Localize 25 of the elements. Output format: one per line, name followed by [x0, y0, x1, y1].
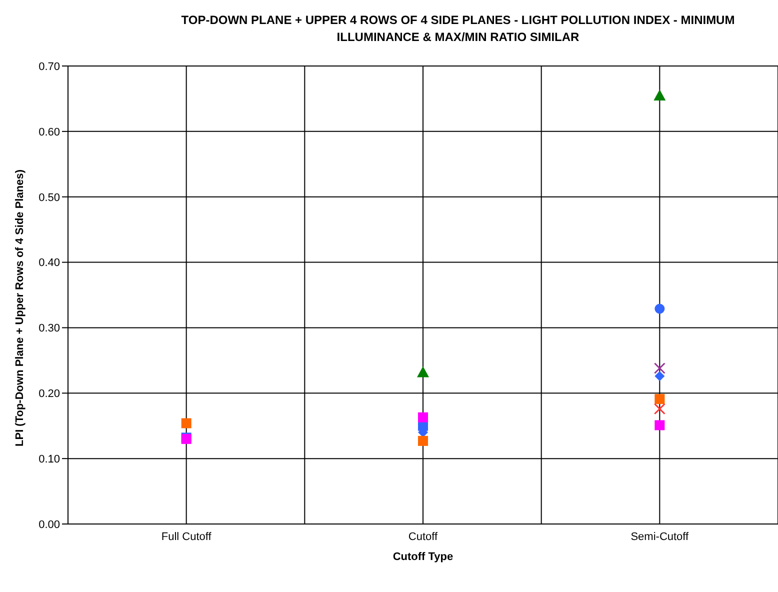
point — [654, 394, 665, 404]
chart-title: TOP-DOWN PLANE + UPPER 4 ROWS OF 4 SIDE PLANES - LIGHT POLLUTION INDEX - MINIMUM ILLUMINANCE & MAX/MIN RATIO SIMILAR — [180, 12, 736, 46]
x-tick-label: Semi-Cutoff — [630, 530, 690, 543]
point — [654, 371, 665, 382]
y-tick-label: 0.20 — [38, 388, 60, 400]
y-tick-label: 0.70 — [38, 60, 60, 73]
x-tick-label: Cutoff — [408, 530, 439, 543]
x-tick-label: Full Cutoff — [161, 530, 212, 543]
y-tick-label: 0.60 — [38, 126, 60, 138]
y-tick-label: 0.50 — [38, 192, 60, 204]
y-tick-label: 0.40 — [38, 257, 60, 270]
point — [654, 362, 666, 374]
x-axis-title: Cutoff Type — [392, 551, 454, 563]
point — [418, 412, 428, 422]
y-tick-label: 0.00 — [38, 518, 60, 531]
point — [418, 436, 428, 446]
y-tick-label: 0.30 — [38, 322, 60, 335]
point — [181, 418, 192, 428]
point — [654, 403, 666, 415]
y-axis-title: LPI (Top-Down Plane + Upper Rows of 4 Side Planes) — [14, 170, 26, 446]
point — [654, 304, 665, 314]
point — [654, 420, 665, 430]
point — [654, 89, 666, 100]
y-tick-label: 0.10 — [38, 453, 60, 466]
point — [417, 366, 429, 378]
